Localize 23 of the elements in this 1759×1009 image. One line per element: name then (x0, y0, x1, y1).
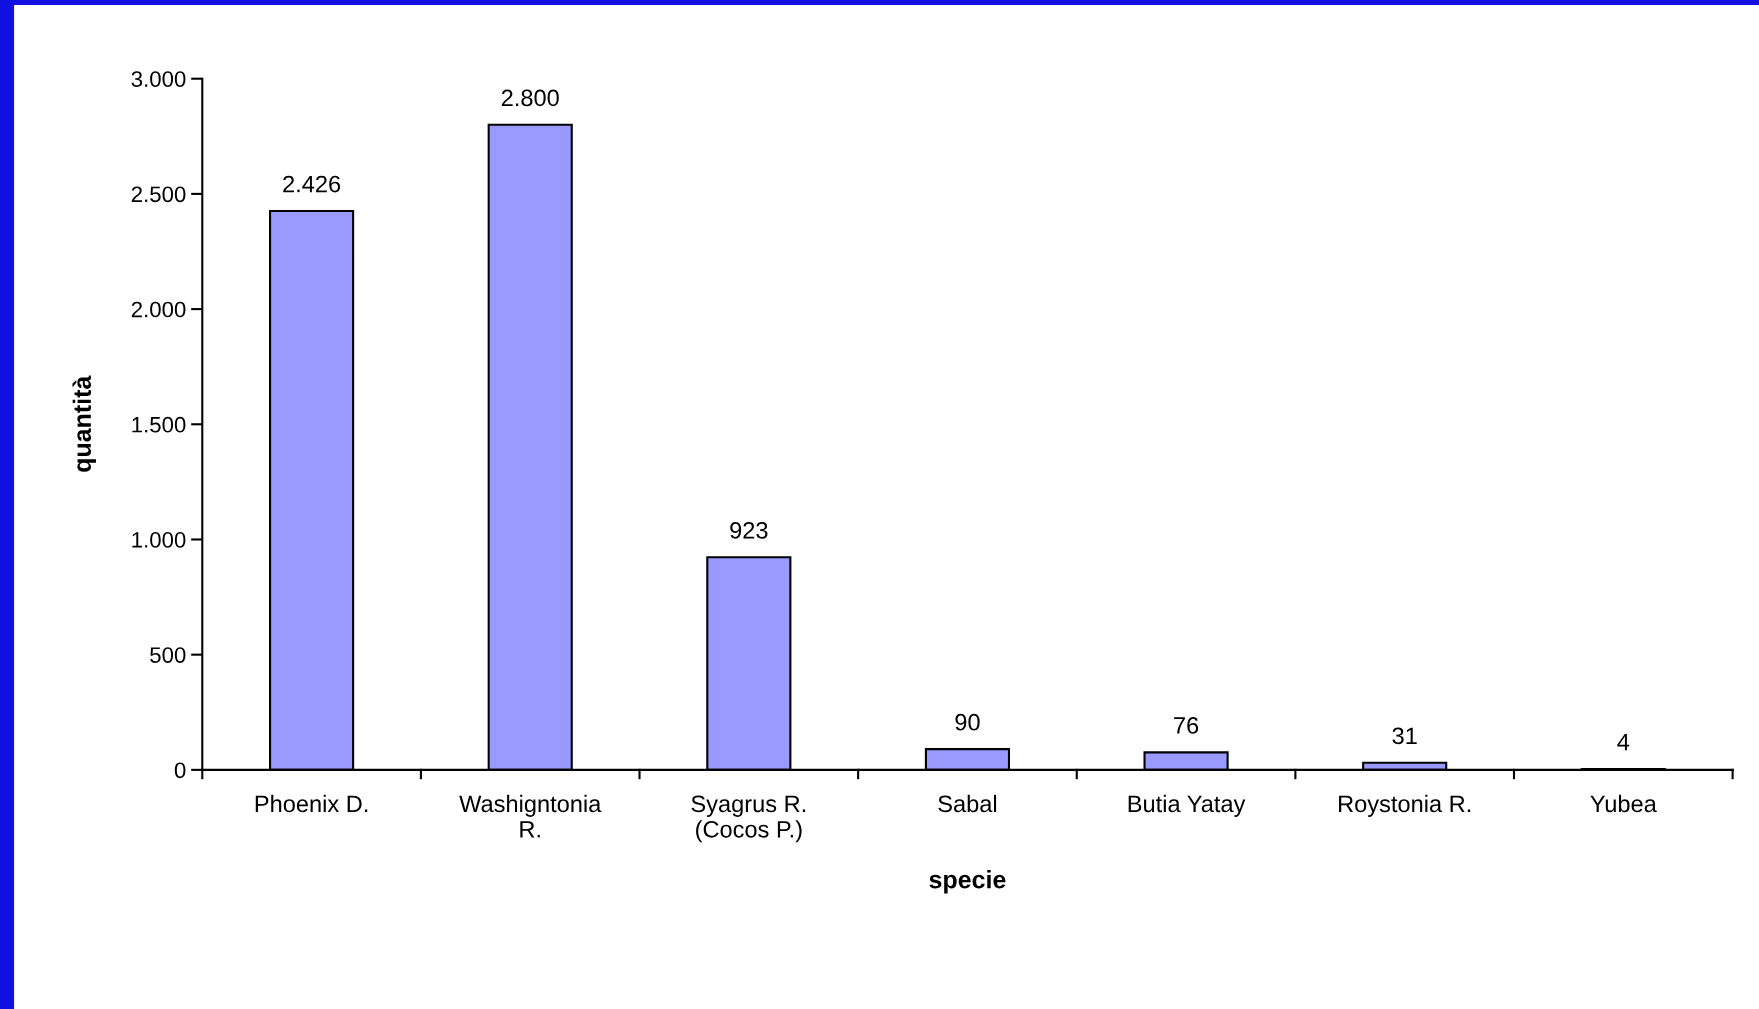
data-label: 4 (1617, 733, 1630, 751)
y-axis-title: quantità (72, 375, 96, 472)
x-axis-title: specie (929, 870, 1006, 894)
x-tick-label: Washigntonia R. (459, 794, 602, 838)
data-label: 90 (955, 713, 980, 731)
y-tick-label: 500 (150, 647, 186, 663)
x-tick-label: Sabal (938, 794, 997, 813)
x-tick-label: Butia Yatay (1128, 794, 1246, 817)
y-tick-label: 1.000 (132, 532, 186, 548)
data-label: 31 (1392, 727, 1417, 745)
data-label: 2.426 (283, 175, 341, 193)
data-label: 923 (730, 521, 768, 539)
y-tick-label: 3.000 (131, 71, 186, 87)
x-tick-label: Roystonia R. (1339, 794, 1471, 817)
y-tick-label: 2.500 (131, 186, 186, 203)
x-tick-label: Yubea (1590, 794, 1657, 813)
x-tick-label: Syagrus R. (Cocos P.) (691, 795, 806, 843)
y-tick-label: 1.500 (132, 416, 186, 433)
y-tick-label: 2.000 (131, 301, 186, 318)
x-tick-label: Phoenix D. (255, 794, 368, 813)
y-tick-label: 0 (174, 762, 186, 779)
data-label: 76 (1174, 717, 1199, 734)
data-label: 2.800 (501, 89, 559, 107)
